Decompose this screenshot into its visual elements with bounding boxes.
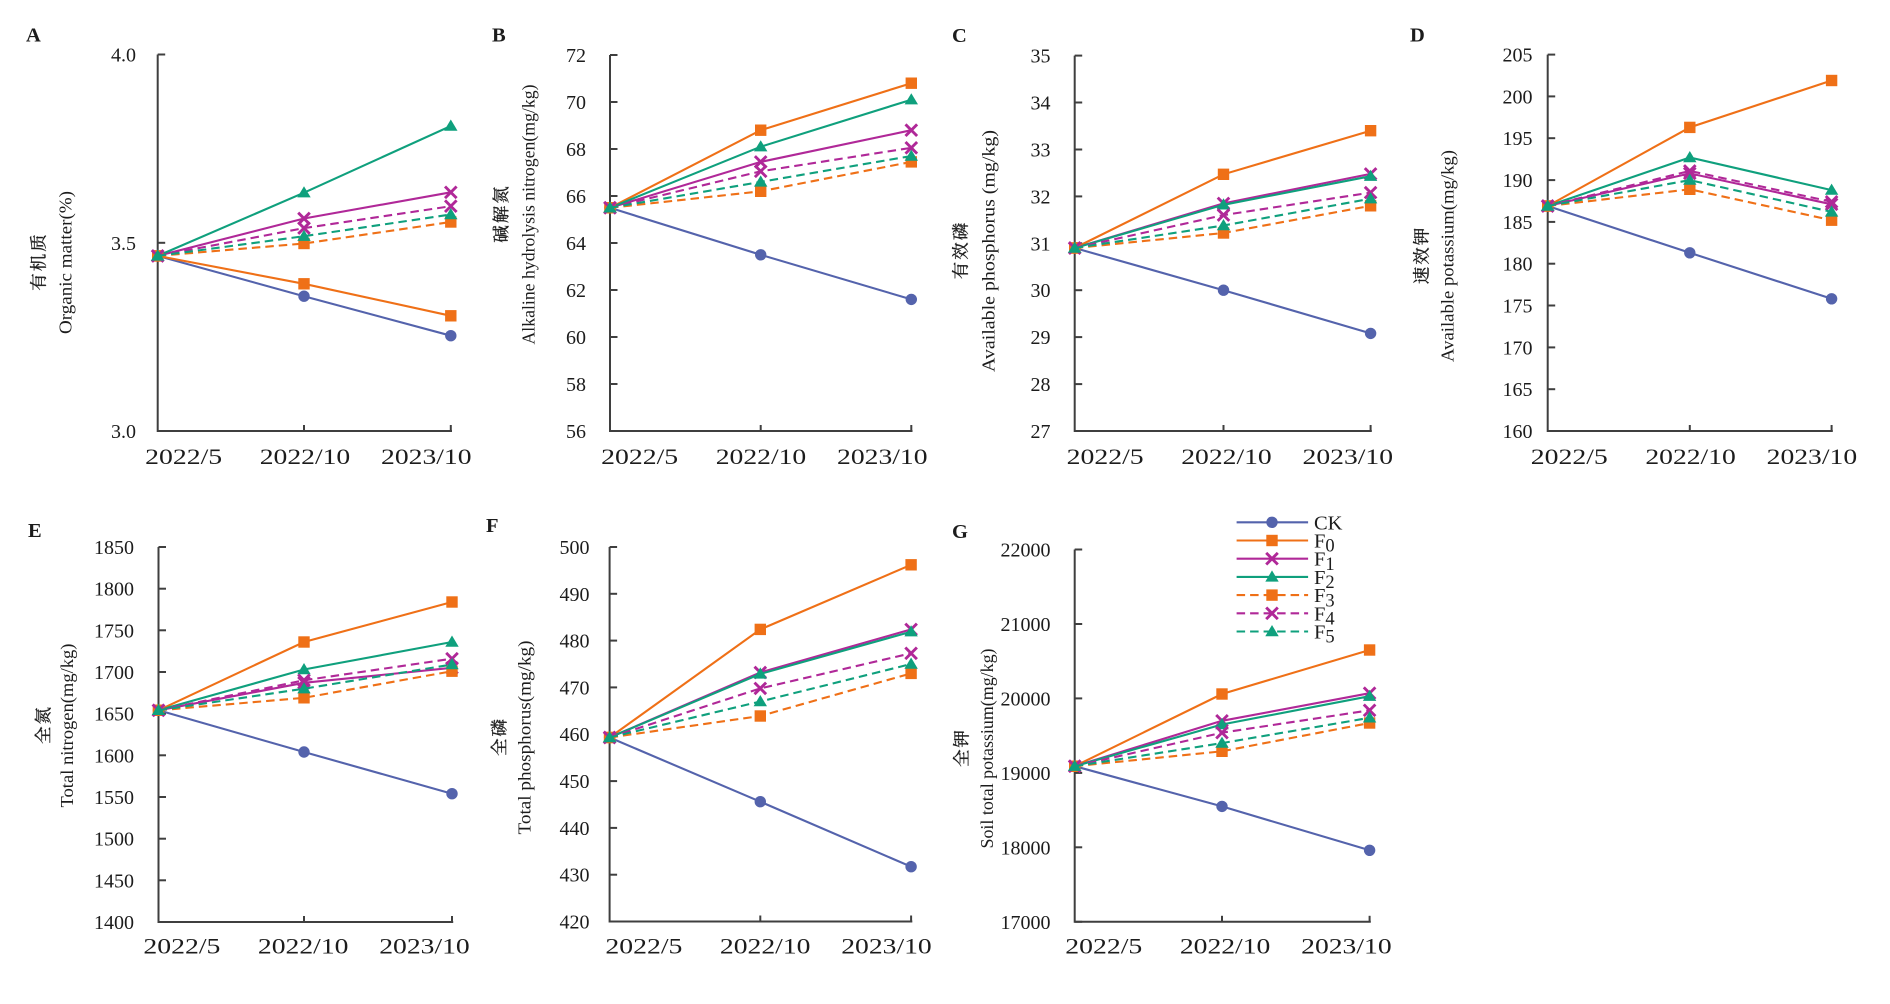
svg-text:185: 185: [1503, 212, 1533, 234]
svg-text:440: 440: [560, 818, 590, 840]
svg-text:B: B: [492, 25, 506, 47]
svg-text:2022/5: 2022/5: [143, 933, 220, 958]
svg-text:F3: F3: [1314, 585, 1335, 611]
svg-text:1450: 1450: [94, 870, 134, 892]
svg-text:2022/10: 2022/10: [716, 444, 807, 469]
svg-text:Total nitrogen(mg/kg): Total nitrogen(mg/kg): [57, 644, 78, 808]
svg-text:2023/10: 2023/10: [1303, 444, 1394, 469]
svg-text:2022/5: 2022/5: [1531, 444, 1608, 469]
svg-text:2023/10: 2023/10: [1767, 444, 1858, 469]
svg-text:470: 470: [560, 677, 590, 699]
svg-text:500: 500: [560, 537, 590, 559]
svg-text:56: 56: [566, 421, 586, 443]
svg-text:64: 64: [566, 233, 586, 255]
svg-text:D: D: [1410, 25, 1425, 47]
svg-text:F0: F0: [1314, 531, 1335, 557]
svg-text:2022/10: 2022/10: [720, 933, 811, 958]
svg-text:2022/5: 2022/5: [1065, 933, 1142, 958]
svg-text:C: C: [952, 25, 967, 47]
svg-text:2023/10: 2023/10: [1301, 933, 1392, 958]
svg-text:420: 420: [560, 912, 590, 934]
svg-text:19000: 19000: [1001, 763, 1051, 785]
svg-text:Available potassium(mg/kg): Available potassium(mg/kg): [1437, 150, 1458, 362]
svg-text:430: 430: [560, 865, 590, 887]
svg-text:2023/10: 2023/10: [379, 933, 470, 958]
svg-text:2022/5: 2022/5: [605, 933, 682, 958]
svg-text:70: 70: [566, 92, 586, 114]
svg-text:2022/5: 2022/5: [601, 444, 678, 469]
svg-text:Organic matter(%): Organic matter(%): [55, 191, 76, 334]
svg-text:62: 62: [566, 280, 586, 302]
svg-text:4.0: 4.0: [111, 45, 136, 67]
svg-text:21000: 21000: [1001, 614, 1051, 636]
svg-text:480: 480: [560, 631, 590, 653]
svg-text:34: 34: [1031, 93, 1051, 115]
svg-text:72: 72: [566, 45, 586, 67]
svg-text:30: 30: [1031, 280, 1051, 302]
svg-text:17000: 17000: [1001, 912, 1051, 934]
svg-text:160: 160: [1503, 421, 1533, 443]
svg-text:32: 32: [1031, 186, 1051, 208]
svg-text:1700: 1700: [94, 662, 134, 684]
svg-text:2022/10: 2022/10: [1181, 444, 1272, 469]
svg-text:2022/10: 2022/10: [258, 933, 349, 958]
svg-text:Alkaline hydrolysis nitrogen(m: Alkaline hydrolysis nitrogen(mg/kg): [518, 85, 539, 345]
svg-text:2023/10: 2023/10: [381, 444, 472, 469]
svg-text:175: 175: [1503, 296, 1533, 318]
svg-text:3.0: 3.0: [111, 421, 136, 443]
svg-text:195: 195: [1503, 128, 1533, 150]
svg-text:1400: 1400: [94, 912, 134, 934]
svg-text:60: 60: [566, 327, 586, 349]
svg-text:F4: F4: [1314, 603, 1335, 629]
svg-text:18000: 18000: [1001, 837, 1051, 859]
svg-text:Soil total potassium(mg/kg): Soil total potassium(mg/kg): [977, 648, 998, 848]
svg-text:29: 29: [1031, 327, 1051, 349]
svg-text:165: 165: [1503, 379, 1533, 401]
svg-text:2022/10: 2022/10: [1180, 933, 1271, 958]
svg-text:1850: 1850: [94, 537, 134, 559]
svg-text:450: 450: [560, 771, 590, 793]
svg-text:22000: 22000: [1001, 540, 1051, 562]
svg-text:460: 460: [560, 724, 590, 746]
svg-text:490: 490: [560, 584, 590, 606]
svg-text:58: 58: [566, 374, 586, 396]
svg-text:3.5: 3.5: [111, 233, 136, 255]
svg-text:1500: 1500: [94, 829, 134, 851]
svg-text:205: 205: [1503, 45, 1533, 67]
svg-text:2022/10: 2022/10: [1645, 444, 1736, 469]
svg-text:1750: 1750: [94, 620, 134, 642]
svg-text:190: 190: [1503, 170, 1533, 192]
svg-text:1600: 1600: [94, 745, 134, 767]
svg-text:27: 27: [1031, 421, 1051, 443]
svg-text:68: 68: [566, 139, 586, 161]
svg-text:1550: 1550: [94, 787, 134, 809]
svg-text:1650: 1650: [94, 704, 134, 726]
svg-text:2022/5: 2022/5: [1067, 444, 1144, 469]
svg-text:28: 28: [1031, 374, 1051, 396]
svg-text:66: 66: [566, 186, 586, 208]
svg-text:2022/5: 2022/5: [145, 444, 222, 469]
svg-text:Available phosphorus (mg/kg): Available phosphorus (mg/kg): [978, 130, 999, 372]
svg-text:1800: 1800: [94, 579, 134, 601]
svg-text:200: 200: [1503, 86, 1533, 108]
svg-text:31: 31: [1031, 233, 1051, 255]
svg-text:2023/10: 2023/10: [841, 933, 932, 958]
svg-text:2023/10: 2023/10: [837, 444, 928, 469]
svg-text:F1: F1: [1314, 549, 1335, 575]
svg-text:G: G: [952, 521, 968, 543]
svg-text:2022/10: 2022/10: [260, 444, 351, 469]
svg-text:F: F: [486, 515, 499, 537]
svg-text:F2: F2: [1314, 567, 1335, 593]
svg-text:180: 180: [1503, 254, 1533, 276]
svg-text:CK: CK: [1314, 512, 1343, 534]
svg-text:A: A: [26, 25, 41, 47]
svg-text:E: E: [28, 520, 42, 542]
svg-text:170: 170: [1503, 337, 1533, 359]
svg-text:33: 33: [1031, 140, 1051, 162]
svg-text:35: 35: [1031, 46, 1051, 68]
svg-text:F5: F5: [1314, 622, 1335, 648]
svg-text:20000: 20000: [1001, 688, 1051, 710]
svg-text:Total phosphorus(mg/kg): Total phosphorus(mg/kg): [514, 641, 535, 835]
